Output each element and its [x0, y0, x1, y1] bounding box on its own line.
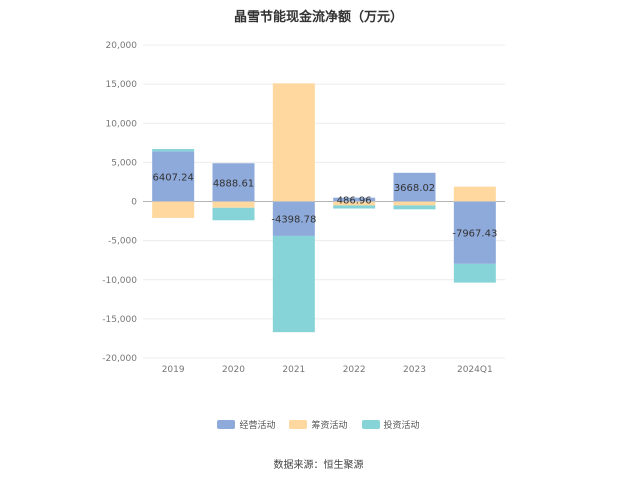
bar-筹资活动: [453, 186, 496, 202]
bar-经营活动: [212, 163, 255, 202]
x-tick-label: 2021: [282, 365, 305, 375]
bar-经营活动: [453, 201, 496, 264]
bar-投资活动: [152, 149, 195, 152]
bar-投资活动: [272, 235, 315, 333]
bar-筹资活动: [272, 83, 315, 202]
y-tick-label: -20,000: [102, 354, 137, 364]
bar-经营活动: [393, 172, 436, 202]
bar-筹资活动: [393, 201, 436, 206]
chart-plot: 20,000 15,000 10,000 5,000 0 -5,000 -10,000 -15…: [102, 41, 505, 375]
bar-投资活动: [212, 207, 255, 221]
data-label: -4398.78: [271, 215, 316, 226]
legend-swatch: [361, 420, 380, 429]
y-tick-label: 0: [131, 198, 137, 208]
data-label: 3668.02: [394, 183, 435, 194]
legend-label: 经营活动: [239, 421, 276, 431]
data-label: -7967.43: [452, 229, 497, 240]
y-tick-label: -10,000: [102, 276, 137, 286]
bar-投资活动: [453, 263, 496, 283]
y-tick-label: 10,000: [106, 119, 138, 129]
legend-item[interactable]: 投资活动: [361, 418, 420, 431]
source-note: 数据来源：恒生聚源: [273, 460, 364, 471]
y-tick-label: -5,000: [108, 237, 137, 247]
data-label: 486.96: [337, 196, 372, 207]
x-tick-label: 2024Q1: [457, 365, 493, 375]
data-label: 4888.61: [213, 178, 254, 189]
y-tick-label: 15,000: [106, 80, 138, 90]
x-tick-label: 2022: [343, 365, 366, 375]
bar-经营活动: [152, 151, 195, 202]
x-tick-label: 2023: [403, 365, 426, 375]
y-tick-label: -15,000: [102, 315, 137, 325]
y-tick-label: 5,000: [111, 158, 137, 168]
x-tick-label: 2020: [222, 365, 245, 375]
data-label: 6407.24: [152, 172, 193, 183]
y-tick-label: 20,000: [106, 41, 138, 51]
legend: 经营活动 筹资活动 投资活动: [0, 418, 637, 431]
bar-经营活动: [272, 201, 315, 236]
bar-筹资活动: [152, 201, 195, 218]
bar-投资活动: [393, 205, 436, 210]
legend-item[interactable]: 筹资活动: [289, 418, 348, 431]
bar-经营活动: [333, 197, 376, 202]
legend-label: 投资活动: [383, 421, 420, 431]
chart-title: 晶雪节能现金流净额（万元）: [233, 10, 403, 25]
bar-筹资活动: [212, 201, 255, 208]
legend-swatch: [217, 420, 236, 429]
x-tick-label: 2019: [162, 365, 185, 375]
legend-swatch: [289, 420, 308, 429]
legend-item[interactable]: 经营活动: [217, 418, 275, 431]
legend-label: 筹资活动: [311, 421, 348, 431]
bar-筹资活动: [333, 201, 376, 206]
bar-投资活动: [333, 205, 376, 209]
